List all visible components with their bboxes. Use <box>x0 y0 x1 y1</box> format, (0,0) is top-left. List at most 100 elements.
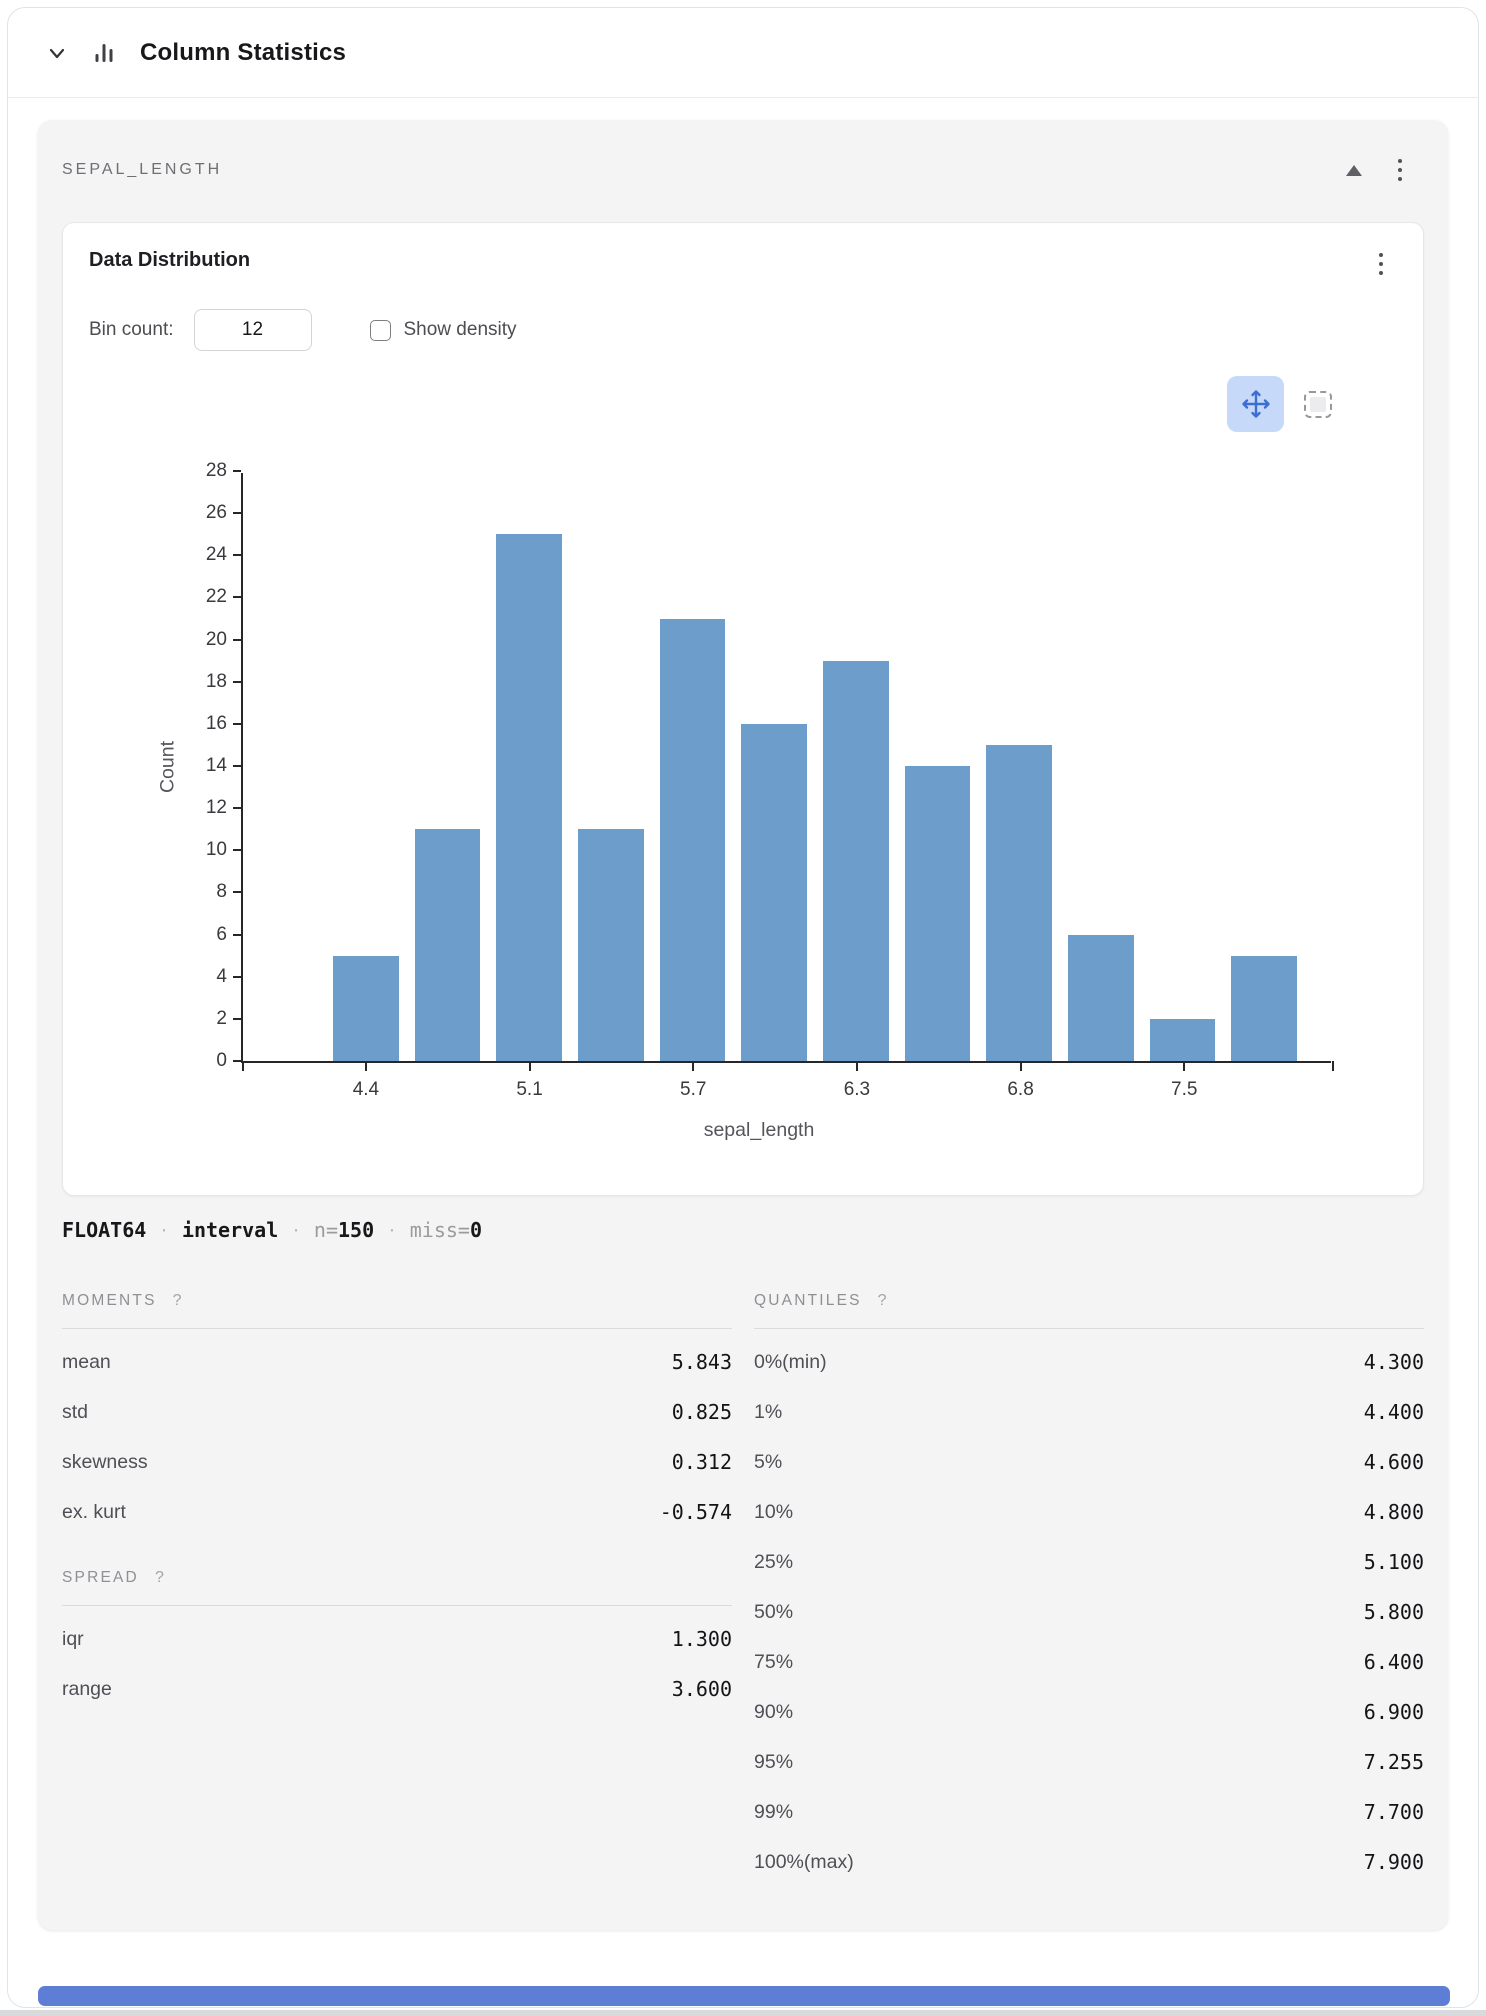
stat-label: 75% <box>754 1650 794 1673</box>
stat-row: 25% 5.100 <box>754 1537 1424 1587</box>
spread-section: SPREAD ? iqr 1.300 range 3.600 <box>62 1567 732 1714</box>
collapse-triangle-icon[interactable] <box>1346 164 1362 176</box>
histogram-bar <box>741 723 808 1061</box>
sepal-length-card: SEPAL_LENGTH Data Distribution Bin count… <box>38 120 1448 1930</box>
spread-help-icon[interactable]: ? <box>154 1569 164 1586</box>
stat-label: 1% <box>754 1400 783 1423</box>
spread-title: SPREAD <box>62 1569 139 1586</box>
quantiles-help-icon[interactable]: ? <box>877 1292 887 1309</box>
x-tick-mark <box>528 1061 531 1071</box>
column-name-label: SEPAL_LENGTH <box>62 161 223 178</box>
histogram-bar <box>823 660 889 1061</box>
x-tick-mark <box>855 1061 858 1071</box>
stat-row: 1% 4.400 <box>754 1387 1424 1437</box>
kind-badge: interval <box>181 1218 279 1242</box>
column-card-header: SEPAL_LENGTH <box>62 156 1408 184</box>
bars-group <box>243 473 1331 1061</box>
bar-chart-icon <box>92 41 116 65</box>
stat-row: std 0.825 <box>62 1387 732 1437</box>
stat-row: 99% 7.700 <box>754 1787 1424 1837</box>
x-tick-mark <box>692 1061 695 1071</box>
y-tick-mark <box>233 975 241 978</box>
plot-area[interactable]: Count sepal_length 0 2 4 6 8 10 12 14 16 18 20 22 24… <box>157 460 1334 1141</box>
stat-row: iqr 1.300 <box>62 1614 732 1664</box>
stat-value: 7.700 <box>1363 1800 1424 1824</box>
divider <box>62 1328 732 1329</box>
stat-label: std <box>62 1400 89 1423</box>
stat-value: 3.600 <box>671 1677 732 1701</box>
stat-value: 6.400 <box>1363 1650 1424 1674</box>
stats-grid: MOMENTS ? mean 5.843 std 0.825 skewness 0.312… <box>62 1290 1424 1887</box>
stat-value: 5.843 <box>671 1350 732 1374</box>
y-tick-mark <box>233 1017 241 1020</box>
quantiles-title: QUANTILES <box>754 1292 862 1309</box>
stat-row: mean 5.843 <box>62 1337 732 1387</box>
y-tick-label: 26 <box>205 502 227 524</box>
histogram-bar <box>659 618 726 1061</box>
divider <box>62 1605 732 1606</box>
show-density-checkbox[interactable] <box>369 319 391 341</box>
y-tick-label: 20 <box>205 628 227 650</box>
stat-label: 99% <box>754 1800 794 1823</box>
histogram-bar <box>414 829 481 1061</box>
box-select-tool-button[interactable] <box>1304 390 1332 418</box>
histogram-bar <box>496 534 563 1061</box>
y-tick-label: 12 <box>205 797 227 819</box>
page-edge-strip <box>0 2010 1486 2016</box>
chart-kebab-menu-icon[interactable] <box>1373 249 1389 279</box>
histogram-bar <box>578 829 644 1061</box>
stat-label: 10% <box>754 1500 794 1523</box>
stat-row: 95% 7.255 <box>754 1737 1424 1787</box>
bin-count-input[interactable] <box>193 309 312 351</box>
chart-controls: Bin count: Show density <box>89 309 517 351</box>
stat-value: 7.255 <box>1363 1750 1424 1774</box>
stat-row: range 3.600 <box>62 1664 732 1714</box>
y-tick-label: 2 <box>216 1007 227 1029</box>
y-tick-mark <box>233 596 241 599</box>
x-axis-end-tick <box>1332 1061 1334 1071</box>
stat-value: 0.825 <box>671 1400 732 1424</box>
stat-row: 90% 6.900 <box>754 1687 1424 1737</box>
x-tick-mark <box>1019 1061 1022 1071</box>
histogram-bar <box>1068 934 1134 1061</box>
pan-tool-button[interactable] <box>1227 376 1284 432</box>
chevron-down-icon[interactable] <box>46 42 68 64</box>
x-tick-label: 6.8 <box>1007 1079 1034 1100</box>
stat-label: 0%(min) <box>754 1350 827 1373</box>
stat-label: 90% <box>754 1700 794 1723</box>
stat-row: 100%(max) 7.900 <box>754 1837 1424 1887</box>
chart-card-title: Data Distribution <box>89 249 251 271</box>
panel-title: Column Statistics <box>140 38 347 66</box>
histogram-bar <box>904 766 971 1061</box>
cell-focus-bar[interactable] <box>38 1986 1450 2006</box>
box-select-icon <box>1310 396 1326 412</box>
row-count: n=150 <box>313 1218 375 1242</box>
column-kebab-menu-icon[interactable] <box>1392 155 1408 185</box>
x-tick-label: 5.1 <box>516 1079 543 1100</box>
stat-label: 95% <box>754 1750 794 1773</box>
y-tick-label: 0 <box>216 1050 227 1071</box>
y-tick-mark <box>233 722 241 725</box>
y-tick-mark <box>233 933 241 936</box>
y-tick-label: 24 <box>205 544 227 566</box>
y-tick-label: 22 <box>205 586 227 608</box>
y-tick-mark <box>233 1060 241 1062</box>
stat-label: iqr <box>62 1627 84 1650</box>
y-tick-label: 18 <box>205 670 227 692</box>
moments-help-icon[interactable]: ? <box>172 1292 182 1309</box>
y-tick-label: 6 <box>216 923 227 945</box>
y-tick-label: 16 <box>205 712 227 734</box>
y-tick-label: 10 <box>205 839 227 861</box>
quantiles-section: QUANTILES ? 0%(min) 4.300 1% 4.400 5% 4.600 10… <box>754 1290 1424 1887</box>
y-tick-mark <box>233 470 241 472</box>
y-tick-label: 4 <box>216 965 227 987</box>
panel-header: Column Statistics <box>8 8 1478 98</box>
stat-row: 75% 6.400 <box>754 1637 1424 1687</box>
stat-row: 50% 5.800 <box>754 1587 1424 1637</box>
x-tick-mark <box>1183 1061 1186 1071</box>
y-tick-label: 8 <box>216 881 227 903</box>
y-tick-label: 14 <box>205 755 227 776</box>
y-tick-mark <box>233 849 241 852</box>
histogram-bar <box>1149 1018 1216 1061</box>
stat-value: -0.574 <box>659 1500 732 1524</box>
